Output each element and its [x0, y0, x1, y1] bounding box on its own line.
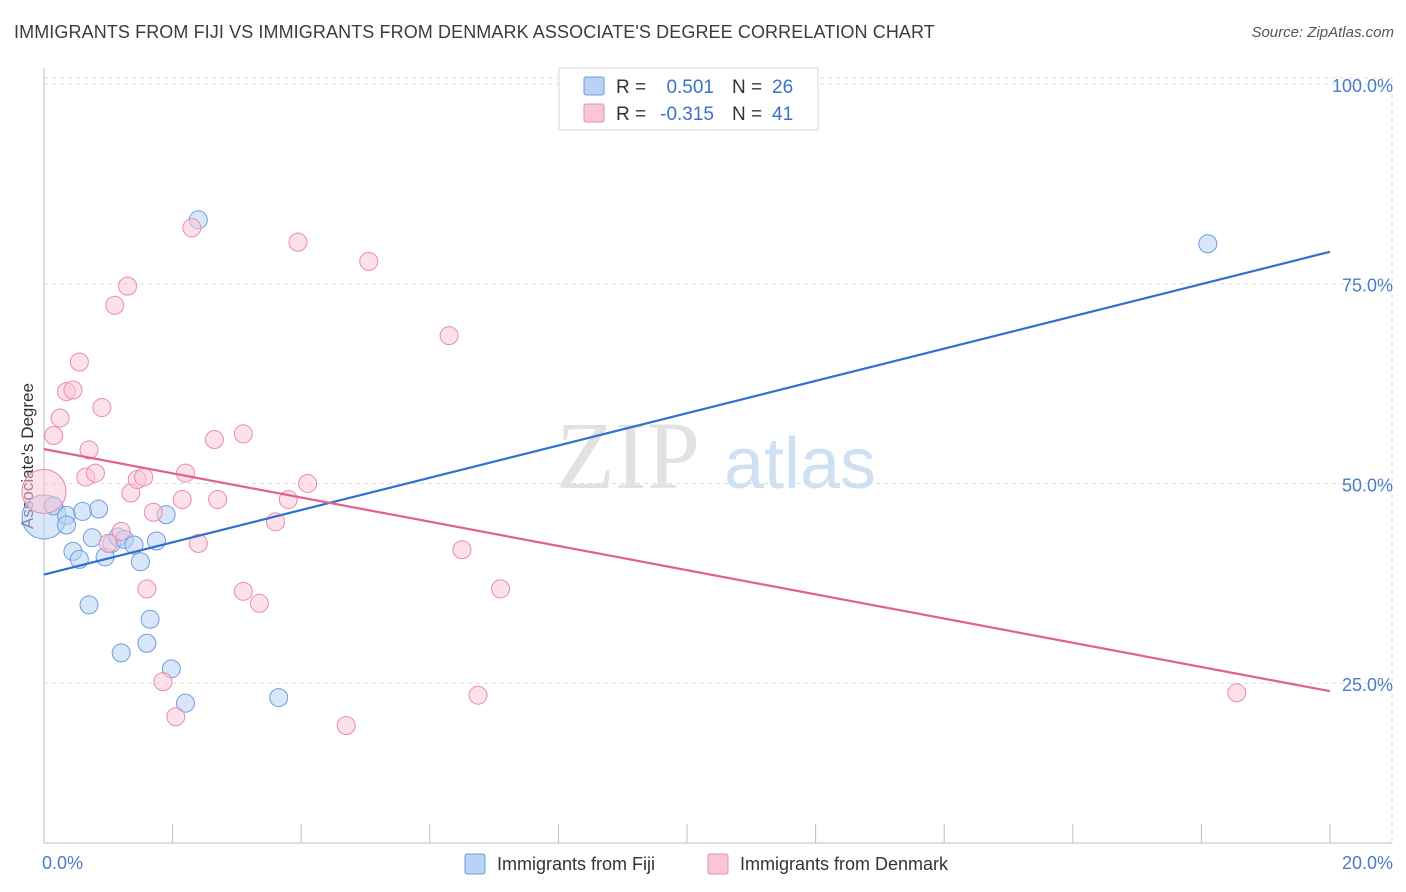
point-fiji-18 [140, 609, 160, 629]
point-denmark-1 [44, 426, 64, 446]
point-denmark-17 [137, 579, 157, 599]
bottom-legend-swatch-denmark [707, 853, 729, 875]
point-fiji-24 [269, 688, 289, 708]
trend-line-denmark [43, 448, 1331, 693]
y-tick-label-3: 100.0% [1332, 76, 1393, 96]
point-fiji-15 [124, 535, 144, 555]
point-denmark-21 [172, 489, 192, 509]
watermark: ZIP atlas [556, 402, 876, 509]
point-denmark-26 [208, 489, 228, 509]
point-denmark-0 [21, 468, 67, 514]
point-denmark-35 [359, 251, 379, 271]
point-denmark-9 [92, 398, 112, 418]
point-denmark-12 [111, 521, 131, 541]
point-denmark-29 [249, 593, 269, 613]
point-denmark-33 [298, 473, 318, 493]
chart-title: IMMIGRANTS FROM FIJI VS IMMIGRANTS FROM … [14, 22, 935, 42]
legend-r-value-fiji: 0.501 [666, 77, 714, 98]
point-denmark-28 [233, 424, 253, 444]
grid-lines [44, 77, 1393, 843]
point-denmark-2 [50, 408, 70, 428]
point-denmark-39 [491, 579, 511, 599]
legend-swatch-denmark [583, 103, 605, 123]
point-denmark-32 [288, 232, 308, 252]
legend-swatch-fiji [583, 76, 605, 96]
point-denmark-8 [85, 463, 105, 483]
point-fiji-3 [57, 515, 77, 535]
y-tick-label-1: 50.0% [1342, 475, 1393, 495]
point-denmark-19 [153, 672, 173, 692]
watermark-atlas: atlas [724, 424, 876, 504]
legend-r-label-denmark: R = [616, 104, 646, 125]
point-fiji-8 [82, 528, 102, 548]
x-tick-label-0: 0.0% [42, 853, 83, 873]
point-fiji-16 [130, 552, 150, 572]
bottom-legend-swatch-fiji [464, 853, 486, 875]
point-denmark-5 [69, 352, 89, 372]
legend-n-label-denmark: N = [732, 104, 762, 125]
point-denmark-34 [336, 716, 356, 736]
point-denmark-10 [98, 533, 118, 553]
bottom-legend: Immigrants from Fiji Immigrants from Den… [464, 853, 949, 875]
point-denmark-4 [63, 380, 83, 400]
tick-labels: 25.0% 50.0% 75.0% 100.0% 0.0% 20.0% [42, 76, 1393, 873]
legend: R = 0.501 N = 26 R = -0.315 N = 41 [558, 67, 819, 131]
point-denmark-13 [118, 276, 138, 296]
point-denmark-37 [452, 540, 472, 560]
legend-n-value-denmark: 41 [772, 104, 793, 125]
point-denmark-18 [143, 502, 163, 522]
point-denmark-7 [79, 440, 99, 460]
y-tick-label-2: 75.0% [1342, 276, 1393, 296]
point-fiji-25 [1198, 234, 1218, 254]
point-denmark-22 [175, 463, 195, 483]
point-fiji-17 [137, 633, 157, 653]
chart-source: Source: ZipAtlas.com [1251, 24, 1394, 41]
x-tick-label-1: 20.0% [1342, 853, 1393, 873]
point-fiji-6 [73, 501, 93, 521]
legend-r-label-fiji: R = [616, 77, 646, 98]
point-fiji-14 [111, 643, 131, 663]
legend-n-value-fiji: 26 [772, 77, 793, 98]
trend-line-fiji [43, 250, 1331, 576]
point-fiji-9 [89, 499, 109, 519]
watermark-zip: ZIP [556, 402, 700, 509]
point-fiji-7 [79, 595, 99, 615]
point-fiji-22 [175, 693, 195, 713]
point-denmark-38 [468, 685, 488, 705]
point-denmark-20 [166, 707, 186, 727]
trend-lines [43, 250, 1331, 693]
legend-r-value-denmark: -0.315 [660, 104, 714, 125]
bottom-legend-label-fiji: Immigrants from Fiji [497, 854, 655, 874]
point-denmark-24 [188, 533, 208, 553]
point-denmark-36 [439, 326, 459, 346]
point-denmark-11 [105, 295, 125, 315]
y-tick-label-0: 25.0% [1342, 675, 1393, 695]
point-denmark-27 [233, 581, 253, 601]
bottom-legend-label-denmark: Immigrants from Denmark [740, 854, 949, 874]
point-denmark-25 [204, 430, 224, 450]
legend-n-label-fiji: N = [732, 77, 762, 98]
axes [43, 68, 1392, 844]
point-denmark-23 [182, 218, 202, 238]
point-denmark-40 [1227, 683, 1247, 703]
point-denmark-16 [134, 467, 154, 487]
